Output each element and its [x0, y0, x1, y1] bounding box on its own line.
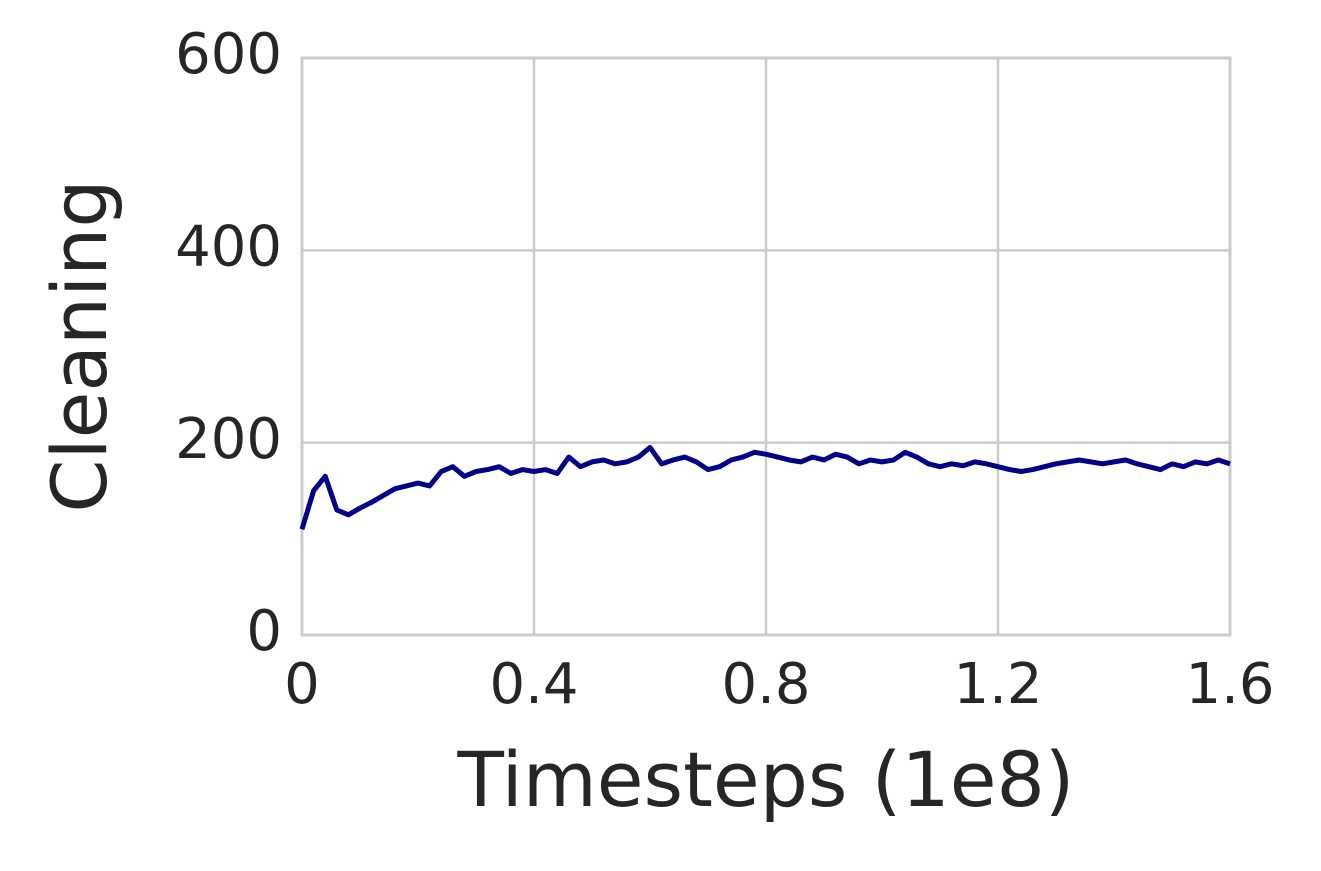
x-tick-label: 0.8 [721, 652, 810, 717]
y-tick-label: 0 [246, 599, 282, 664]
y-axis-label: Cleaning [35, 179, 124, 512]
y-tick-label: 200 [175, 407, 282, 472]
x-axis-label: Timesteps (1e8) [457, 735, 1075, 824]
y-tick-label: 600 [175, 22, 282, 87]
x-tick-label: 0 [284, 652, 320, 717]
y-tick-label: 400 [175, 214, 282, 279]
data-line [299, 444, 1231, 530]
x-tick-label: 1.2 [953, 652, 1042, 717]
plot-frame [300, 56, 1232, 637]
x-tick-label: 1.6 [1185, 652, 1274, 717]
x-tick-label: 0.4 [489, 652, 578, 717]
